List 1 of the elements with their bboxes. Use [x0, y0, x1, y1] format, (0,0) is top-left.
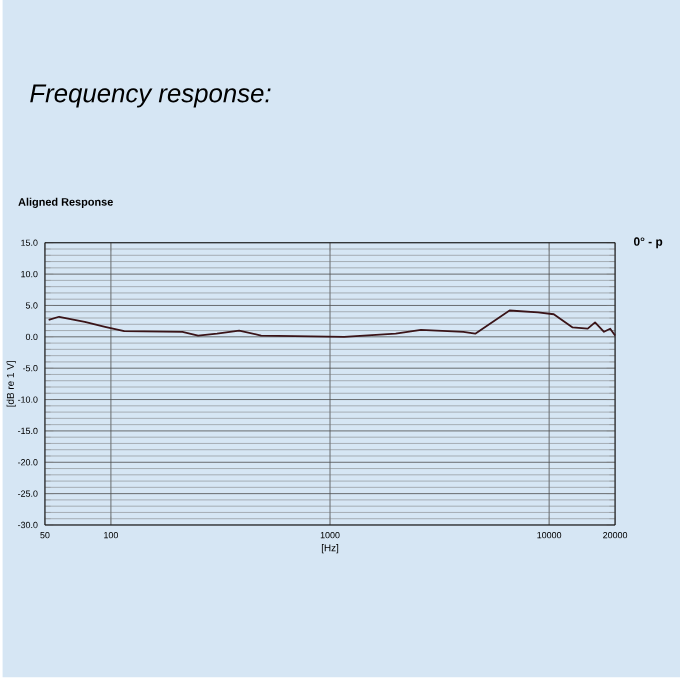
chart-title: Frequency response:: [30, 84, 271, 108]
